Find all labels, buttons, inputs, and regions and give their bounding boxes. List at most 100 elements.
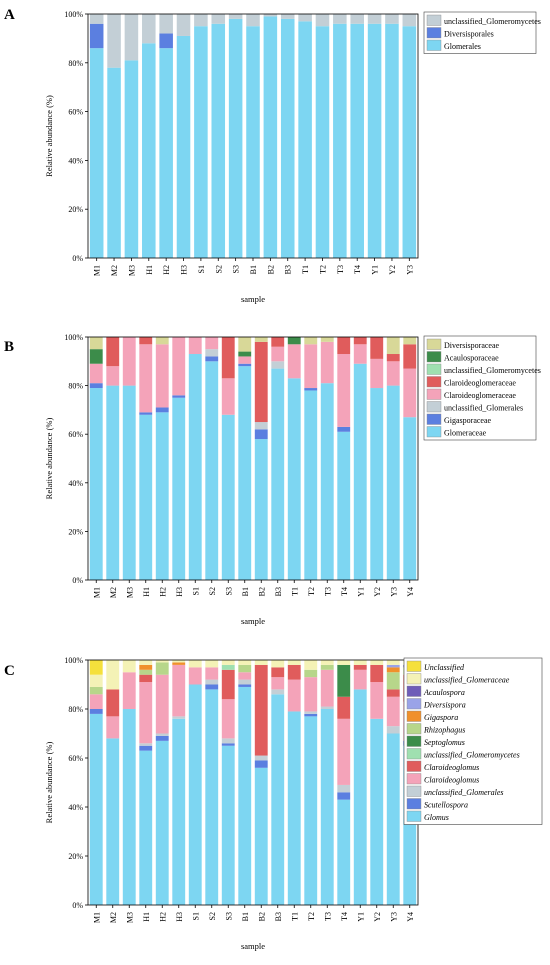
- bar-segment: [402, 14, 417, 27]
- bar-segment: [254, 337, 268, 342]
- legend-swatch: [426, 401, 442, 413]
- x-tick-label: Y4: [406, 587, 415, 597]
- bar-segment: [228, 14, 243, 19]
- bar-segment: [89, 713, 103, 905]
- bar-segment: [205, 684, 219, 690]
- bar-segment: [155, 660, 169, 663]
- legend-label: Acaulospora: [423, 688, 465, 697]
- x-tick-label: H3: [175, 912, 184, 922]
- bar-segment: [221, 414, 235, 580]
- bar-segment: [238, 363, 252, 367]
- bar-segment: [172, 337, 186, 396]
- x-tick-label: H1: [142, 912, 151, 922]
- legend-swatch: [406, 810, 422, 822]
- legend-swatch: [406, 773, 422, 785]
- x-tick-label: T1: [290, 912, 299, 921]
- x-tick-label: H2: [158, 912, 167, 922]
- bar-segment: [107, 14, 121, 68]
- legend-label: Glomerales: [444, 42, 481, 51]
- y-tick-label: 0%: [72, 254, 83, 263]
- bar-segment: [333, 14, 347, 24]
- panel-label: B: [4, 339, 14, 355]
- legend-swatch: [426, 426, 442, 438]
- bar-segment: [106, 337, 120, 367]
- bar-segment: [386, 733, 400, 905]
- bar-segment: [320, 706, 334, 709]
- bar-segment: [139, 674, 153, 683]
- legend-label: Diversisporaceae: [444, 341, 500, 350]
- legend-label: Glomeraceae: [444, 429, 487, 438]
- bar-segment: [386, 689, 400, 697]
- bar-segment: [337, 426, 351, 432]
- bar-segment: [304, 388, 318, 391]
- legend-swatch: [406, 723, 422, 735]
- bar-segment: [287, 660, 301, 665]
- legend-label: Diversisporales: [444, 30, 494, 39]
- bar-segment: [89, 337, 103, 350]
- bar-segment: [106, 689, 120, 717]
- bar-segment: [254, 429, 268, 440]
- bar-segment: [89, 383, 103, 389]
- bar-segment: [263, 14, 278, 17]
- bar-segment: [386, 667, 400, 673]
- bar-segment: [287, 679, 301, 712]
- bar-segment: [172, 716, 186, 719]
- bar-segment: [238, 337, 252, 352]
- legend-label: unclassified_Glomeromycetes: [444, 366, 541, 375]
- x-tick-label: H2: [162, 265, 171, 275]
- bar-segment: [298, 21, 312, 258]
- x-tick-label: H2: [158, 587, 167, 597]
- bar-segment: [337, 354, 351, 427]
- y-axis-title: Relative abundance (%): [44, 742, 54, 824]
- x-tick-label: Y1: [371, 265, 380, 275]
- bar-segment: [89, 694, 103, 709]
- bar-segment: [139, 660, 153, 665]
- bar-segment: [287, 344, 301, 379]
- legend-label: Claroideoglomeraceae: [444, 391, 516, 400]
- bar-segment: [238, 660, 252, 665]
- bar-segment: [155, 662, 169, 675]
- x-tick-label: M3: [125, 912, 134, 923]
- x-tick-label: T2: [307, 587, 316, 596]
- bar-segment: [172, 397, 186, 580]
- bar-segment: [221, 699, 235, 739]
- bar-segment: [205, 660, 219, 668]
- chart-panel-c: C 0% 20% 40% 60% 80% 100% M1 M2 M3 H1 H2 H3 S1 S2 S3 B1 B…: [4, 656, 543, 951]
- bar-segment: [254, 660, 268, 665]
- x-tick-label: T4: [353, 265, 362, 274]
- bar-segment: [188, 337, 202, 355]
- legend-label: Acaulosporaceae: [444, 354, 499, 363]
- x-tick-label: T2: [318, 265, 327, 274]
- bar-segment: [271, 361, 285, 369]
- bar-segment: [89, 660, 103, 675]
- bar-segment: [139, 743, 153, 746]
- x-tick-label: T2: [307, 912, 316, 921]
- bar-segment: [353, 664, 367, 670]
- bar-segment: [238, 684, 252, 687]
- legend-swatch: [406, 798, 422, 810]
- bar-segment: [89, 686, 103, 695]
- x-tick-label: Y4: [406, 912, 415, 922]
- bar-segment: [188, 354, 202, 580]
- bar-segment: [271, 689, 285, 695]
- legend-label: Diversispora: [423, 701, 466, 710]
- bar-segment: [353, 363, 367, 580]
- bar-segment: [304, 711, 318, 714]
- bar-segment: [370, 660, 384, 665]
- bar-segment: [370, 664, 384, 683]
- y-tick-label: 40%: [68, 156, 83, 165]
- bar-segment: [315, 26, 330, 259]
- x-tick-label: T1: [290, 587, 299, 596]
- bar-segment: [386, 664, 400, 668]
- bar-segment: [238, 351, 252, 357]
- bar-segment: [386, 726, 400, 734]
- legend-swatch: [426, 338, 442, 350]
- bar-segment: [238, 356, 252, 364]
- bar-segment: [205, 349, 219, 357]
- bar-segment: [172, 395, 186, 398]
- legend-swatch: [406, 748, 422, 760]
- bar-segment: [172, 664, 186, 717]
- legend-swatch: [426, 14, 442, 26]
- x-tick-label: T4: [340, 587, 349, 596]
- bar-segment: [287, 664, 301, 680]
